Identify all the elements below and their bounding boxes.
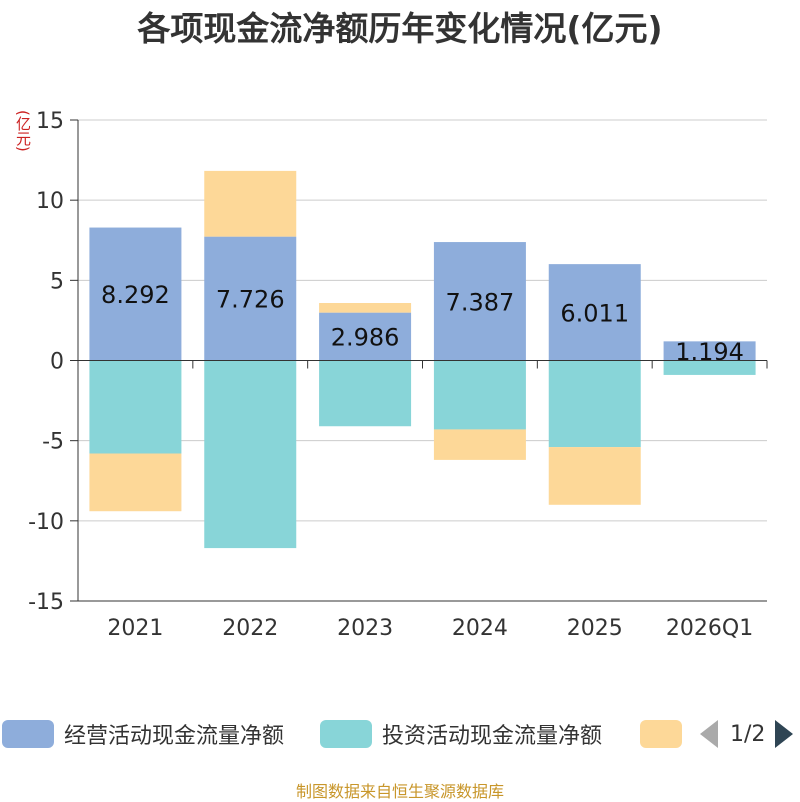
bar-series1-2026Q1	[663, 360, 756, 375]
data-label: 2.986	[331, 324, 400, 352]
y-tick-label: -5	[42, 430, 64, 455]
bar-series1-2025	[548, 360, 641, 448]
x-tick-label: 2022	[222, 616, 278, 641]
y-tick-label: 0	[50, 350, 64, 375]
x-tick-label: 2024	[452, 616, 508, 641]
legend-swatch-investing	[320, 720, 372, 748]
y-tick-label: 5	[50, 269, 64, 294]
bar-series2-2025	[548, 447, 641, 505]
bar-series0-2026Q1	[663, 341, 756, 361]
y-tick-label: 15	[36, 109, 64, 134]
bar-series1-2024	[433, 360, 526, 430]
bar-series1-2023	[319, 360, 412, 427]
y-tick-label: 10	[36, 189, 64, 214]
data-label: 1.194	[675, 338, 744, 366]
y-tick-label: -10	[28, 510, 64, 535]
legend-next-page-icon[interactable]	[775, 720, 794, 748]
bar-series1-2022	[204, 360, 297, 549]
bar-series2-2022	[204, 170, 297, 237]
bar-series0-2024	[433, 242, 526, 361]
x-tick-label: 2023	[337, 616, 393, 641]
legend-label-operating: 经营活动现金流量净额	[64, 724, 285, 749]
bar-series2-2023	[319, 303, 412, 313]
bar-series0-2023	[319, 312, 412, 361]
legend: 经营活动现金流量净额 投资活动现金流量净额	[0, 717, 800, 751]
x-tick-label: 2026Q1	[666, 616, 753, 641]
bar-series0-2022	[204, 236, 297, 361]
bar-series0-2021	[89, 227, 182, 361]
data-label: 7.726	[216, 286, 285, 314]
bar-series0-2025	[548, 264, 641, 361]
bar-series1-2021	[89, 360, 182, 454]
y-axis-unit-label: (亿元)	[14, 110, 32, 152]
legend-swatch-operating	[2, 720, 54, 748]
chart-title: 各项现金流净额历年变化情况(亿元)	[137, 9, 663, 48]
y-tick-label: -15	[28, 590, 64, 615]
x-tick-label: 2021	[107, 616, 163, 641]
x-tick-label: 2025	[567, 616, 623, 641]
bar-series2-2024	[433, 429, 526, 460]
bar-chart: 15 10 5 0 -5 -10 -15 8.292 7.726 2.986 7.387 6.011 1…	[28, 109, 768, 641]
data-label: 6.011	[560, 299, 629, 327]
legend-item-investing[interactable]: 投资活动现金流量净额	[320, 717, 602, 751]
data-label: 7.387	[446, 288, 515, 316]
legend-item-operating[interactable]: 经营活动现金流量净额	[2, 717, 284, 751]
bar-series2-2021	[89, 453, 182, 512]
data-label: 8.292	[101, 281, 170, 309]
data-source-note: 制图数据来自恒生聚源数据库	[295, 782, 504, 801]
legend-swatch-financing	[640, 720, 682, 748]
legend-label-investing: 投资活动现金流量净额	[382, 724, 603, 749]
legend-prev-page-icon[interactable]	[700, 720, 718, 748]
legend-item-financing[interactable]	[640, 717, 692, 751]
legend-page-indicator: 1/2	[730, 721, 766, 747]
legend-pager: 1/2	[700, 717, 794, 751]
